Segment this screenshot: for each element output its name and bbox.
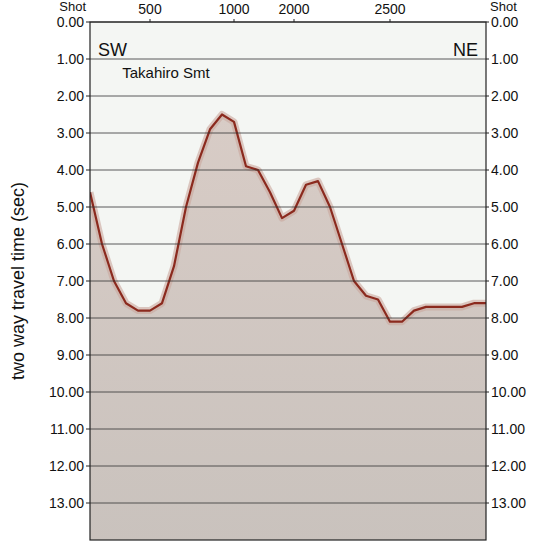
seafloor-line (90, 115, 486, 322)
annotation: Takahiro Smt (122, 64, 210, 81)
y-tick (86, 207, 90, 208)
reflector-band (90, 115, 486, 322)
x-tick-label: 2000 (278, 1, 309, 17)
y-tick-label: 12.00 (49, 458, 84, 474)
x-tick (294, 19, 295, 22)
grid-line (90, 429, 486, 430)
subsurface-area (90, 115, 486, 541)
y-tick-label: 7.00 (57, 273, 84, 289)
y-tick-label-right: 10.00 (491, 384, 526, 400)
y-tick-label-right: 12.00 (491, 458, 526, 474)
y-tick-right (486, 170, 489, 171)
y-tick-right (486, 207, 489, 208)
y-tick-right (486, 244, 489, 245)
chart: 0.00 0.00 1.00 1.00 2.00 2.00 3.00 3.00 4.00 4.00… (0, 0, 542, 547)
x-tick-label: 500 (138, 1, 162, 17)
y-tick-label-right: 11.00 (491, 421, 525, 437)
y-tick-label: 9.00 (57, 347, 84, 363)
y-tick (86, 96, 90, 97)
annotation: NE (453, 40, 478, 60)
x-tick (390, 19, 391, 22)
y-tick-right (486, 133, 489, 134)
y-axis-title: two way travel time (sec) (8, 182, 28, 380)
y-tick-label: 11.00 (50, 421, 84, 437)
grid-line (90, 133, 486, 134)
y-tick-right (486, 22, 489, 23)
y-tick (86, 429, 90, 430)
y-tick-label: 8.00 (57, 310, 84, 326)
grid-line (90, 466, 486, 467)
x-axis-title-right: Shot (490, 0, 517, 14)
grid-line (90, 355, 486, 356)
y-tick-right (486, 59, 489, 60)
grid-line (90, 392, 486, 393)
x-tick-label: 2500 (374, 1, 405, 17)
y-tick-label-right: 0.00 (491, 14, 518, 30)
grid-line (90, 170, 486, 171)
y-tick (86, 170, 90, 171)
y-tick-label-right: 6.00 (491, 236, 518, 252)
y-tick-label-right: 1.00 (491, 51, 518, 67)
y-tick (86, 281, 90, 282)
y-tick (86, 133, 90, 134)
y-tick-label: 10.00 (49, 384, 84, 400)
grid-line (90, 244, 486, 245)
x-tick-label: 1000 (218, 1, 249, 17)
y-tick-right (486, 355, 489, 356)
y-tick-right (486, 466, 489, 467)
x-axis-title-left: Shot (59, 0, 86, 14)
y-tick-label: 0.00 (57, 14, 84, 30)
x-tick (234, 19, 235, 22)
y-tick (86, 318, 90, 319)
y-tick-label-right: 2.00 (491, 88, 518, 104)
y-tick-right (486, 429, 489, 430)
grid-line (90, 207, 486, 208)
y-tick (86, 392, 90, 393)
y-tick-right (486, 318, 489, 319)
y-tick-label-right: 5.00 (491, 199, 518, 215)
grid-line (90, 503, 486, 504)
y-tick-label: 3.00 (57, 125, 84, 141)
y-tick-label: 1.00 (57, 51, 84, 67)
data-group (90, 115, 486, 541)
annotation: SW (98, 40, 127, 60)
y-tick-label: 6.00 (57, 236, 84, 252)
y-tick-label: 13.00 (49, 495, 84, 511)
grid-line (90, 59, 486, 60)
y-tick (86, 503, 90, 504)
y-tick-label-right: 3.00 (491, 125, 518, 141)
y-tick-right (486, 281, 489, 282)
grid-line (90, 281, 486, 282)
y-tick-label: 5.00 (57, 199, 84, 215)
plot-frame (90, 22, 486, 540)
y-tick (86, 355, 90, 356)
y-tick (86, 22, 90, 23)
y-tick-label-right: 8.00 (491, 310, 518, 326)
y-tick-right (486, 96, 489, 97)
grid-line (90, 318, 486, 319)
y-tick-label-right: 4.00 (491, 162, 518, 178)
y-tick-right (486, 392, 489, 393)
x-tick (150, 19, 151, 22)
grid-line (90, 96, 486, 97)
y-tick-label: 2.00 (57, 88, 84, 104)
y-tick (86, 59, 90, 60)
y-tick (86, 466, 90, 467)
y-tick (86, 244, 90, 245)
y-tick-label-right: 13.00 (491, 495, 526, 511)
y-tick-right (486, 503, 489, 504)
y-tick-label-right: 9.00 (491, 347, 518, 363)
y-tick-label: 4.00 (57, 162, 84, 178)
y-tick-label-right: 7.00 (491, 273, 518, 289)
